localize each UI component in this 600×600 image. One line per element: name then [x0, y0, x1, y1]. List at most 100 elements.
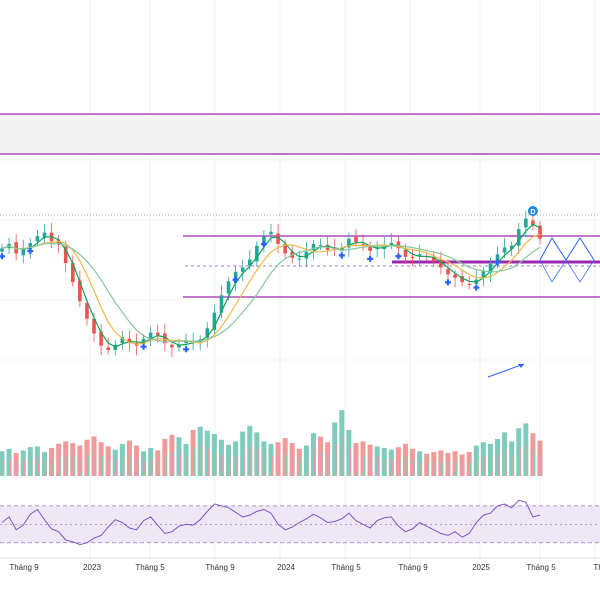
buy-signal-marker [395, 253, 402, 260]
volume-bar-detail [222, 454, 224, 476]
volume-bar-detail [526, 444, 528, 476]
moving-average-lines [1, 223, 541, 348]
buy-signal-marker [444, 279, 451, 286]
volume-bar-detail [505, 449, 507, 476]
x-tick-label: Tháng 9 [205, 563, 235, 572]
volume-bar-detail [144, 461, 146, 476]
volume-bar-detail [215, 450, 217, 476]
volume-bar-detail [462, 463, 465, 476]
volume-bar [49, 448, 55, 476]
volume-bar [183, 443, 189, 476]
volume-bar [374, 446, 380, 476]
volume-bar [77, 445, 83, 476]
candle-body [297, 258, 302, 260]
volume-bar [197, 426, 203, 476]
volume-bar [388, 449, 394, 476]
x-axis: Tháng 9 2023 Tháng 5 Tháng 9 2024 Tháng 5 Thán… [0, 557, 600, 572]
volume-bar [91, 436, 97, 476]
volume-bar-detail [335, 443, 337, 476]
buy-signal-marker [183, 346, 190, 353]
candle-body [226, 281, 231, 294]
volume-bar-detail [512, 455, 514, 476]
volume-bar [56, 443, 62, 476]
buy-signal-marker [494, 259, 501, 266]
volume-bar [417, 451, 423, 476]
volume-bar-detail [363, 455, 366, 476]
volume-bar-detail [94, 452, 97, 476]
candle-body [488, 263, 493, 273]
candle-body [141, 338, 146, 344]
candle-body [92, 318, 96, 334]
volume-bar [537, 440, 543, 476]
volume-bar-detail [193, 448, 196, 476]
volume-bar [346, 429, 352, 476]
signal-markers: D [0, 206, 538, 353]
volume-bar-detail [385, 459, 387, 476]
candle-body [247, 259, 252, 266]
volume-bar-detail [236, 455, 238, 476]
candle-body [0, 248, 4, 252]
volume-bar [395, 447, 401, 476]
volume-bar [126, 440, 132, 476]
volume-bar-detail [130, 454, 132, 476]
candle-body [516, 229, 521, 246]
candle-body [14, 242, 18, 254]
volume-bar [6, 448, 12, 476]
candle-body [42, 232, 47, 238]
volume-bar [27, 447, 33, 476]
volume-bar [204, 430, 210, 476]
volume-bar [233, 441, 239, 476]
volume-bar [473, 445, 479, 476]
candle-body [389, 243, 394, 245]
volume-bar-detail [123, 456, 125, 476]
volume-bar-detail [151, 459, 153, 476]
volume-bar-detail [80, 457, 82, 476]
candle-body [467, 283, 472, 285]
volume-bar [282, 438, 288, 476]
volume-bar [261, 441, 267, 476]
volume-bar [176, 437, 182, 476]
rsi-line [1, 499, 541, 546]
candle-body [205, 328, 210, 338]
volume-bar-detail [52, 459, 54, 476]
candle-body [99, 331, 103, 346]
volume-bar [148, 448, 154, 476]
volume-bar-detail [116, 460, 118, 476]
x-tick-label: 2024 [277, 563, 295, 572]
volume-bar-detail [165, 453, 167, 476]
volume-bar-detail [491, 456, 493, 476]
volume-bar-detail [2, 461, 4, 476]
volume-bar-detail [420, 461, 422, 476]
candle-body [495, 254, 500, 264]
volume-bar-detail [540, 454, 542, 476]
volume-bar-detail [470, 461, 472, 476]
candle-body [481, 270, 486, 278]
volume-bar [530, 433, 536, 476]
buy-signal-marker [473, 284, 480, 291]
x-tick-label: 2025 [472, 563, 490, 572]
candle-body [304, 251, 309, 259]
x-tick-label: Tháng 9 [398, 563, 428, 572]
volume-bar-detail [73, 456, 75, 476]
volume-bar [289, 443, 295, 476]
volume-bar [424, 453, 430, 476]
volume-bar-detail [250, 445, 252, 476]
volume-bar-detail [31, 458, 33, 476]
moving-average-2 [1, 233, 541, 345]
candle-body [410, 256, 415, 258]
candle-body [148, 332, 153, 341]
volume-bar-detail [285, 453, 288, 476]
candle-body [318, 244, 323, 246]
volume-bar-detail [484, 455, 486, 476]
volume-bar-detail [441, 460, 443, 476]
candle-body [106, 347, 110, 350]
volume-bar-detail [87, 454, 89, 476]
volume-bar [105, 446, 111, 476]
volume-bar [332, 422, 338, 476]
volume-bar-detail [328, 455, 330, 476]
volume-bar-detail [208, 448, 210, 476]
volume-bar [502, 432, 508, 476]
volume-bar [523, 423, 529, 476]
candle-body [21, 249, 26, 256]
